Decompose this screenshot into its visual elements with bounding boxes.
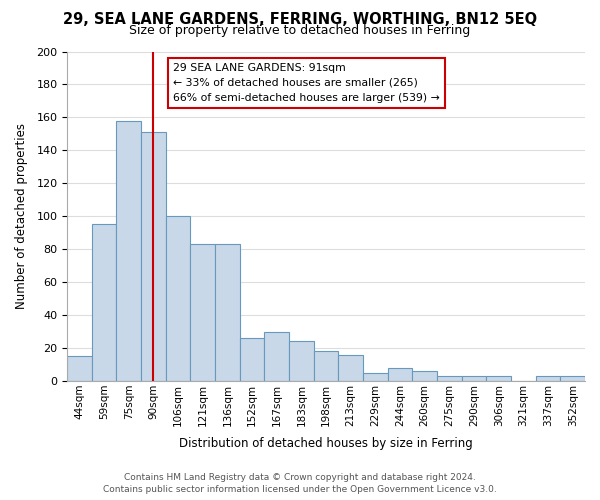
Y-axis label: Number of detached properties: Number of detached properties <box>15 123 28 309</box>
Bar <box>215 244 240 381</box>
Bar <box>363 372 388 381</box>
Bar <box>141 132 166 381</box>
Bar <box>412 371 437 381</box>
Bar <box>190 244 215 381</box>
Text: Contains HM Land Registry data © Crown copyright and database right 2024.
Contai: Contains HM Land Registry data © Crown c… <box>103 472 497 494</box>
Bar <box>338 354 363 381</box>
Bar <box>116 120 141 381</box>
Bar <box>462 376 487 381</box>
Bar <box>536 376 560 381</box>
Bar <box>92 224 116 381</box>
Text: 29 SEA LANE GARDENS: 91sqm
← 33% of detached houses are smaller (265)
66% of sem: 29 SEA LANE GARDENS: 91sqm ← 33% of deta… <box>173 63 440 102</box>
Text: 29, SEA LANE GARDENS, FERRING, WORTHING, BN12 5EQ: 29, SEA LANE GARDENS, FERRING, WORTHING,… <box>63 12 537 28</box>
Bar <box>560 376 585 381</box>
Bar <box>67 356 92 381</box>
Bar <box>240 338 265 381</box>
Text: Size of property relative to detached houses in Ferring: Size of property relative to detached ho… <box>130 24 470 37</box>
X-axis label: Distribution of detached houses by size in Ferring: Distribution of detached houses by size … <box>179 437 473 450</box>
Bar <box>289 342 314 381</box>
Bar <box>388 368 412 381</box>
Bar <box>437 376 462 381</box>
Bar <box>487 376 511 381</box>
Bar <box>265 332 289 381</box>
Bar <box>314 352 338 381</box>
Bar <box>166 216 190 381</box>
